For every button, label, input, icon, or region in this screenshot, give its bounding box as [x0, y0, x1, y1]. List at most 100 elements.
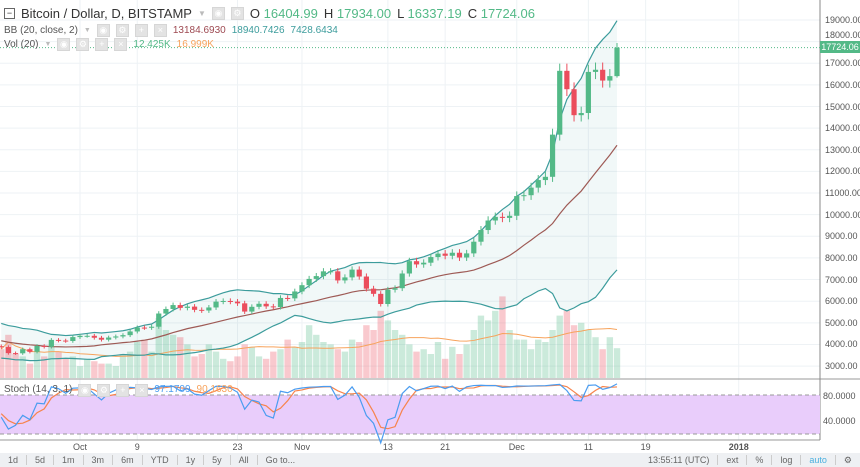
- stoch-d-value: 90.1630: [196, 384, 233, 395]
- volume-bar: [427, 354, 435, 378]
- volume-bar: [506, 330, 513, 378]
- gear-icon[interactable]: ⚙: [115, 24, 129, 37]
- plus-icon[interactable]: +: [116, 384, 130, 397]
- volume-bar: [413, 351, 420, 378]
- percent-toggle[interactable]: %: [747, 455, 773, 465]
- high-value: 17934.00: [336, 6, 392, 21]
- candle-body: [12, 353, 19, 355]
- candle-body: [320, 271, 327, 277]
- volume-bar: [291, 346, 298, 378]
- volume-bar: [499, 296, 506, 378]
- candle-body: [578, 113, 584, 116]
- candle-body: [220, 300, 226, 302]
- volume-bar: [341, 351, 349, 378]
- volume-bar: [234, 356, 241, 378]
- candle-body: [184, 306, 190, 308]
- bb-basis-value: 13184.6930: [172, 25, 226, 36]
- symbol-title[interactable]: Bitcoin / Dollar, D, BITSTAMP: [21, 6, 192, 21]
- volume-bar: [277, 349, 284, 378]
- log-toggle[interactable]: log: [772, 455, 802, 465]
- range-all[interactable]: All: [231, 455, 258, 465]
- chevron-down-icon[interactable]: ▼: [44, 41, 52, 48]
- range-3m[interactable]: 3m: [84, 455, 114, 465]
- close-icon[interactable]: ×: [153, 24, 167, 37]
- stoch-label[interactable]: Stoch (14, 3, 1): [4, 384, 73, 395]
- chevron-down-icon[interactable]: ▼: [83, 27, 91, 34]
- candle-body: [370, 288, 377, 294]
- range-6m[interactable]: 6m: [113, 455, 143, 465]
- eye-icon[interactable]: ◉: [78, 384, 92, 397]
- volume-bar: [313, 334, 320, 378]
- gear-icon[interactable]: ⚙: [76, 38, 90, 51]
- candle-body: [478, 230, 484, 242]
- chevron-down-icon[interactable]: ▼: [197, 9, 206, 18]
- bb-label[interactable]: BB (20, close, 2): [4, 25, 78, 36]
- volume-bar: [177, 337, 184, 378]
- range-1y[interactable]: 1y: [178, 455, 205, 465]
- candle-body: [557, 70, 563, 135]
- range-1m[interactable]: 1m: [54, 455, 84, 465]
- stoch-band: [0, 395, 820, 434]
- volume-bar: [33, 351, 41, 378]
- volume-bar: [227, 361, 234, 378]
- goto-button[interactable]: Go to...: [265, 455, 296, 465]
- eye-icon[interactable]: ◉: [96, 24, 110, 37]
- volume-bar: [220, 358, 227, 378]
- candle-body: [292, 291, 298, 299]
- volume-bar: [535, 339, 542, 378]
- range-5d[interactable]: 5d: [27, 455, 55, 465]
- gear-icon[interactable]: ⚙: [230, 7, 244, 20]
- candle-body: [20, 349, 26, 354]
- candle-body: [614, 47, 620, 77]
- volume-bar: [126, 351, 134, 378]
- candle-body: [263, 303, 269, 307]
- volume-bar: [549, 330, 556, 378]
- candle-body: [413, 261, 420, 265]
- settings-gear-icon[interactable]: ⚙: [843, 455, 852, 465]
- candle-body: [428, 257, 434, 263]
- price-tick-label: 9000.00: [825, 231, 858, 242]
- range-ytd[interactable]: YTD: [143, 455, 178, 465]
- price-tick-label: 19000.00: [825, 15, 860, 25]
- vol-label[interactable]: Vol (20): [4, 39, 39, 50]
- stoch-k-line: [0, 383, 618, 445]
- volume-bar: [112, 366, 119, 378]
- volume-bar: [527, 349, 535, 378]
- range-1d[interactable]: 1d: [0, 455, 28, 465]
- clock-time[interactable]: 13:55:11 (UTC): [640, 455, 719, 465]
- auto-toggle[interactable]: auto: [801, 455, 836, 465]
- time-tick-label: 2018: [728, 442, 749, 452]
- price-tick-label: 10000.00: [825, 209, 860, 220]
- volume-bar: [141, 339, 148, 378]
- candle-body: [456, 252, 463, 258]
- plus-icon[interactable]: +: [134, 24, 148, 37]
- volume-bar: [384, 320, 392, 378]
- candle-body: [156, 313, 162, 327]
- eye-icon[interactable]: ◉: [57, 38, 71, 51]
- close-icon[interactable]: ×: [135, 384, 149, 397]
- candle-body: [435, 253, 441, 258]
- close-icon[interactable]: ×: [114, 38, 128, 51]
- eye-icon[interactable]: ◉: [211, 7, 225, 20]
- gear-icon[interactable]: ⚙: [97, 384, 111, 397]
- candle-body: [392, 288, 398, 290]
- volume-bar: [248, 346, 256, 378]
- volume-bar: [556, 315, 563, 378]
- candle-body: [285, 297, 291, 299]
- plus-icon[interactable]: +: [95, 38, 109, 51]
- volume-bar: [298, 342, 306, 378]
- candle-body: [464, 253, 470, 258]
- candle-body: [206, 307, 212, 311]
- collapse-icon[interactable]: −: [4, 8, 15, 19]
- candle-body: [70, 337, 76, 341]
- candle-body: [363, 276, 369, 289]
- volume-bar: [613, 348, 621, 378]
- candle-body: [55, 339, 62, 341]
- candle-body: [48, 339, 54, 347]
- time-tick-label: 19: [640, 442, 651, 452]
- range-5y[interactable]: 5y: [204, 455, 231, 465]
- ext-toggle[interactable]: ext: [718, 455, 748, 465]
- candle-body: [120, 335, 126, 337]
- candle-body: [313, 276, 319, 279]
